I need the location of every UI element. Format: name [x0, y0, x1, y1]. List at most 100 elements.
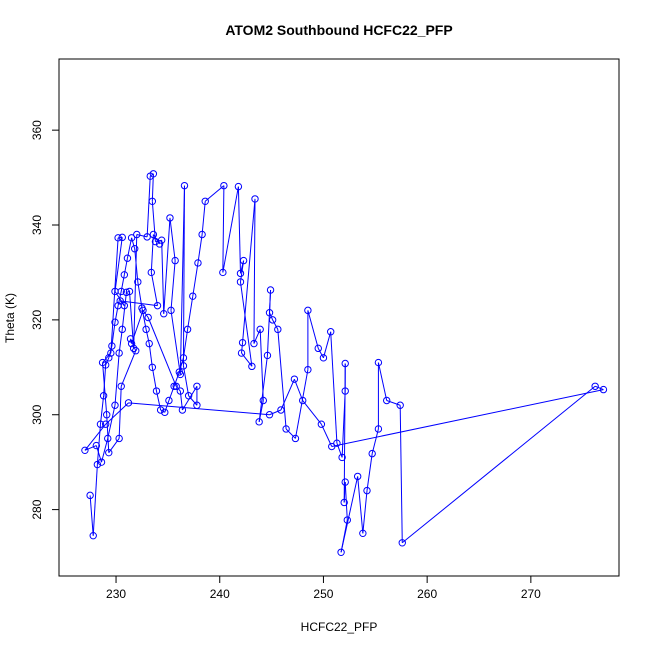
data-point: [328, 442, 336, 451]
series-segment: [170, 260, 176, 311]
data-point: [340, 498, 348, 507]
series-segment: [343, 363, 346, 503]
data-point: [291, 434, 300, 443]
data-point: [134, 278, 142, 286]
data-point: [156, 406, 165, 414]
series-segment: [239, 281, 253, 367]
series-segment: [371, 428, 379, 454]
data-point: [155, 240, 164, 248]
series-segment: [110, 237, 119, 354]
data-point: [193, 401, 201, 409]
data-point: [183, 325, 192, 334]
series-segment: [133, 234, 138, 349]
y-tick-label: 340: [30, 215, 44, 235]
data-point: [120, 301, 129, 310]
data-point: [282, 425, 290, 433]
data-point: [167, 306, 175, 315]
series-segment: [102, 362, 108, 415]
data-point: [374, 425, 383, 433]
series-segment: [253, 329, 261, 344]
series-segment: [146, 176, 151, 237]
data-point: [105, 448, 113, 457]
series-segment: [366, 453, 373, 491]
data-point: [103, 411, 111, 419]
data-point: [111, 287, 119, 296]
series-segment: [84, 423, 107, 451]
series-segment: [197, 234, 203, 264]
data-point: [277, 406, 285, 414]
series-segment: [107, 405, 116, 439]
data-point: [255, 418, 263, 426]
data-point: [142, 325, 150, 334]
data-point: [161, 408, 169, 417]
data-point: [108, 342, 116, 350]
series-segment: [241, 352, 253, 367]
series-segment: [330, 331, 338, 444]
series-segment: [99, 395, 105, 425]
series-segment: [294, 369, 309, 439]
data-point: [176, 387, 185, 395]
data-point: [265, 309, 274, 317]
series-segment: [320, 424, 333, 447]
series-segment: [111, 322, 116, 347]
data-point: [111, 401, 119, 409]
series-segment: [147, 317, 177, 387]
series-segment: [399, 405, 403, 543]
x-tick-label: 230: [106, 587, 126, 601]
data-point: [126, 335, 135, 343]
data-point: [89, 531, 97, 540]
data-point: [256, 325, 264, 334]
series-segment: [331, 389, 604, 448]
series-segment: [277, 329, 287, 430]
series-segment: [192, 262, 199, 297]
series-segment: [181, 386, 198, 411]
series-segment: [269, 289, 272, 313]
data-point: [148, 197, 157, 205]
data-point: [265, 411, 274, 419]
series-segment: [344, 482, 348, 521]
data-point: [152, 387, 161, 395]
data-point: [148, 363, 157, 372]
data-point: [363, 486, 371, 495]
data-point: [314, 344, 322, 353]
series-segment: [401, 385, 596, 544]
series-segment: [285, 428, 296, 439]
data-point: [599, 385, 608, 394]
data-point: [170, 382, 178, 390]
data-point: [92, 441, 101, 450]
series-segment: [150, 272, 159, 306]
series-segment: [386, 400, 401, 406]
y-tick-label: 300: [30, 404, 44, 424]
series-segment: [307, 310, 319, 349]
data-point: [236, 269, 245, 278]
series-segment: [114, 353, 120, 406]
data-point: [194, 259, 202, 267]
data-point: [143, 233, 151, 241]
y-axis: 280 300 320 340 360: [30, 120, 60, 520]
series-segment: [150, 234, 154, 273]
y-axis-label: Theta (K): [3, 293, 17, 343]
data-point: [591, 382, 599, 390]
series-segment: [118, 329, 123, 354]
data-point: [239, 256, 248, 265]
data-point: [383, 396, 391, 405]
series-segment: [340, 476, 359, 553]
series-segment: [131, 237, 136, 249]
series-segment: [105, 402, 129, 425]
data-point: [98, 358, 107, 367]
data-point: [160, 310, 168, 318]
data-point: [118, 233, 126, 242]
data-point: [99, 392, 108, 400]
data-point: [299, 396, 307, 405]
data-point: [219, 268, 227, 277]
series-segment: [84, 445, 97, 451]
data-point: [341, 387, 349, 395]
data-point: [117, 382, 125, 390]
x-tick-label: 250: [313, 587, 333, 601]
series-segment: [317, 348, 324, 359]
series-segment: [118, 386, 122, 439]
series-segment: [253, 198, 256, 344]
data-point: [107, 349, 115, 357]
data-point: [125, 287, 134, 296]
series-segment: [114, 237, 123, 292]
